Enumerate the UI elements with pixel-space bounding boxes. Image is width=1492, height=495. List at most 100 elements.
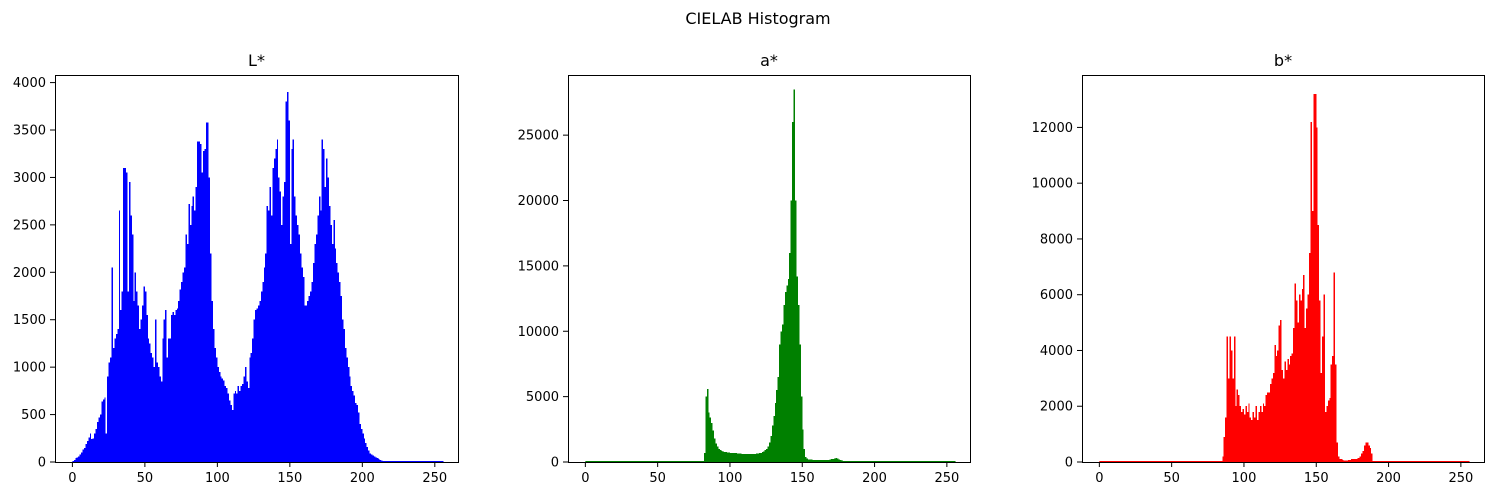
b-star-histogram-bar [1258, 411, 1260, 462]
a-star-histogram-bar [755, 453, 758, 462]
a-star-title: a* [760, 51, 778, 70]
l-star-histogram-bar [144, 291, 147, 462]
l-star-histogram-bar [202, 150, 205, 462]
l-star-histogram-bar [279, 191, 282, 463]
l-star-histogram-bar [301, 267, 303, 462]
l-star-histogram-bar [120, 310, 122, 462]
l-star-histogram-bar [352, 390, 354, 462]
a-star-histogram-bar [780, 331, 783, 462]
l-star-histogram-bar [111, 267, 113, 462]
a-star-histogram-bar [750, 454, 752, 462]
b-star-histogram-bar [1245, 406, 1247, 462]
l-star-axes-frame [55, 75, 459, 463]
l-star-histogram-bar [231, 409, 234, 462]
a-star-histogram-bar [795, 200, 797, 462]
l-star-histogram-bar [182, 272, 185, 462]
b-star-histogram-bar [1352, 459, 1354, 462]
a-star-histogram-bar [763, 451, 765, 462]
l-star-histogram-bar [126, 172, 128, 462]
b-star-histogram-bar [1339, 459, 1341, 462]
l-star-histogram-bar [224, 386, 227, 462]
l-star-histogram-bar [128, 182, 131, 462]
b-star-histogram-bar [1358, 457, 1360, 462]
l-star-y-tick-label: 0 [38, 456, 46, 471]
l-star-histogram-bar [136, 291, 138, 462]
b-star-y-tick-label: 8000 [1040, 232, 1073, 247]
a-star-histogram-bar [774, 403, 777, 462]
l-star-histogram-bar [321, 139, 324, 462]
b-star-histogram-bar [1259, 406, 1262, 462]
l-star-histogram-bar [247, 388, 250, 462]
l-star-histogram-bar [315, 234, 318, 462]
l-star-histogram-bar [221, 378, 224, 462]
l-star-y-tick-label: 4000 [13, 76, 46, 91]
b-star-histogram-bar [1274, 344, 1276, 462]
l-star-histogram-bar [246, 381, 248, 463]
a-star-histogram-bar [800, 396, 803, 462]
l-star-histogram-bar [355, 403, 357, 462]
a-star-bars [703, 89, 848, 462]
b-star-histogram-bar [1342, 459, 1344, 462]
l-star-histogram-bar [368, 450, 370, 462]
a-star-histogram-bar [792, 122, 794, 462]
b-star-histogram-bar [1296, 300, 1298, 462]
a-star-histogram-bar [838, 459, 840, 462]
b-star-histogram-panel: b* 0 50 100 150 200 250 0 2000 4000 6000 8000 10000 1… [1032, 51, 1485, 486]
l-star-histogram-bar [173, 314, 176, 462]
l-star-histogram-bar [204, 148, 206, 463]
a-star-histogram-bar [834, 458, 836, 462]
l-star-histogram-bar [272, 167, 274, 462]
b-star-axes-frame [1082, 75, 1485, 463]
l-star-histogram-bar [288, 120, 290, 462]
l-star-histogram-bar [112, 348, 115, 462]
b-star-histogram-bar [1349, 459, 1351, 462]
b-star-histogram-bar [1309, 252, 1311, 462]
a-star-histogram-bar [836, 458, 839, 462]
l-star-histogram-bar [313, 262, 315, 462]
l-star-histogram-bar [284, 182, 286, 462]
b-star-histogram-bar [1223, 436, 1226, 462]
b-star-histogram-bar [1291, 353, 1294, 462]
b-star-title: b* [1274, 51, 1292, 70]
b-star-histogram-bar [1317, 225, 1320, 462]
l-star-histogram-bar [260, 291, 263, 462]
l-star-histogram-bar [211, 300, 214, 462]
l-star-histogram-bar [210, 253, 212, 462]
l-star-histogram-bar [347, 367, 350, 462]
a-star-histogram-bar [802, 429, 804, 462]
l-star-x-tick-label: 150 [277, 471, 302, 486]
a-star-histogram-bar [722, 451, 725, 462]
b-star-histogram-bar [1288, 364, 1291, 462]
l-star-histogram-bar [340, 296, 343, 462]
b-star-histogram-bar [1366, 442, 1369, 462]
b-star-x-tick-label: 150 [1304, 471, 1329, 486]
l-star-histogram-bar [141, 305, 144, 462]
b-star-histogram-bar [1293, 328, 1295, 462]
b-star-histogram-bar [1281, 369, 1283, 462]
l-star-histogram-bar [371, 454, 373, 462]
l-star-histogram-bar [336, 262, 338, 462]
l-star-histogram-bar [223, 380, 225, 462]
b-star-histogram-bar [1242, 409, 1244, 462]
l-star-histogram-bar [242, 384, 244, 462]
l-star-histogram-bar [265, 253, 267, 462]
l-star-histogram-bar [256, 308, 258, 462]
a-star-histogram-bar [771, 425, 774, 462]
a-star-histogram-bar [757, 453, 759, 462]
a-star-histogram-bar [742, 453, 745, 462]
a-star-histogram-bar [711, 422, 713, 462]
b-star-histogram-bar [1287, 358, 1289, 462]
a-star-histogram-bar [799, 344, 801, 462]
l-star-histogram-bar [291, 148, 293, 463]
a-star-histogram-bar [790, 200, 793, 462]
l-star-histogram-bar [94, 433, 96, 462]
l-star-histogram-bar [378, 459, 380, 462]
l-star-histogram-bar [156, 362, 158, 462]
b-star-x-tick-label: 200 [1376, 471, 1401, 486]
l-star-histogram-bar [259, 300, 261, 462]
l-star-histogram-bar [323, 148, 325, 463]
a-star-histogram-bar [793, 89, 796, 462]
l-star-histogram-bar [143, 286, 145, 462]
b-star-histogram-bar [1319, 300, 1321, 462]
b-star-histogram-bar [1264, 406, 1266, 462]
